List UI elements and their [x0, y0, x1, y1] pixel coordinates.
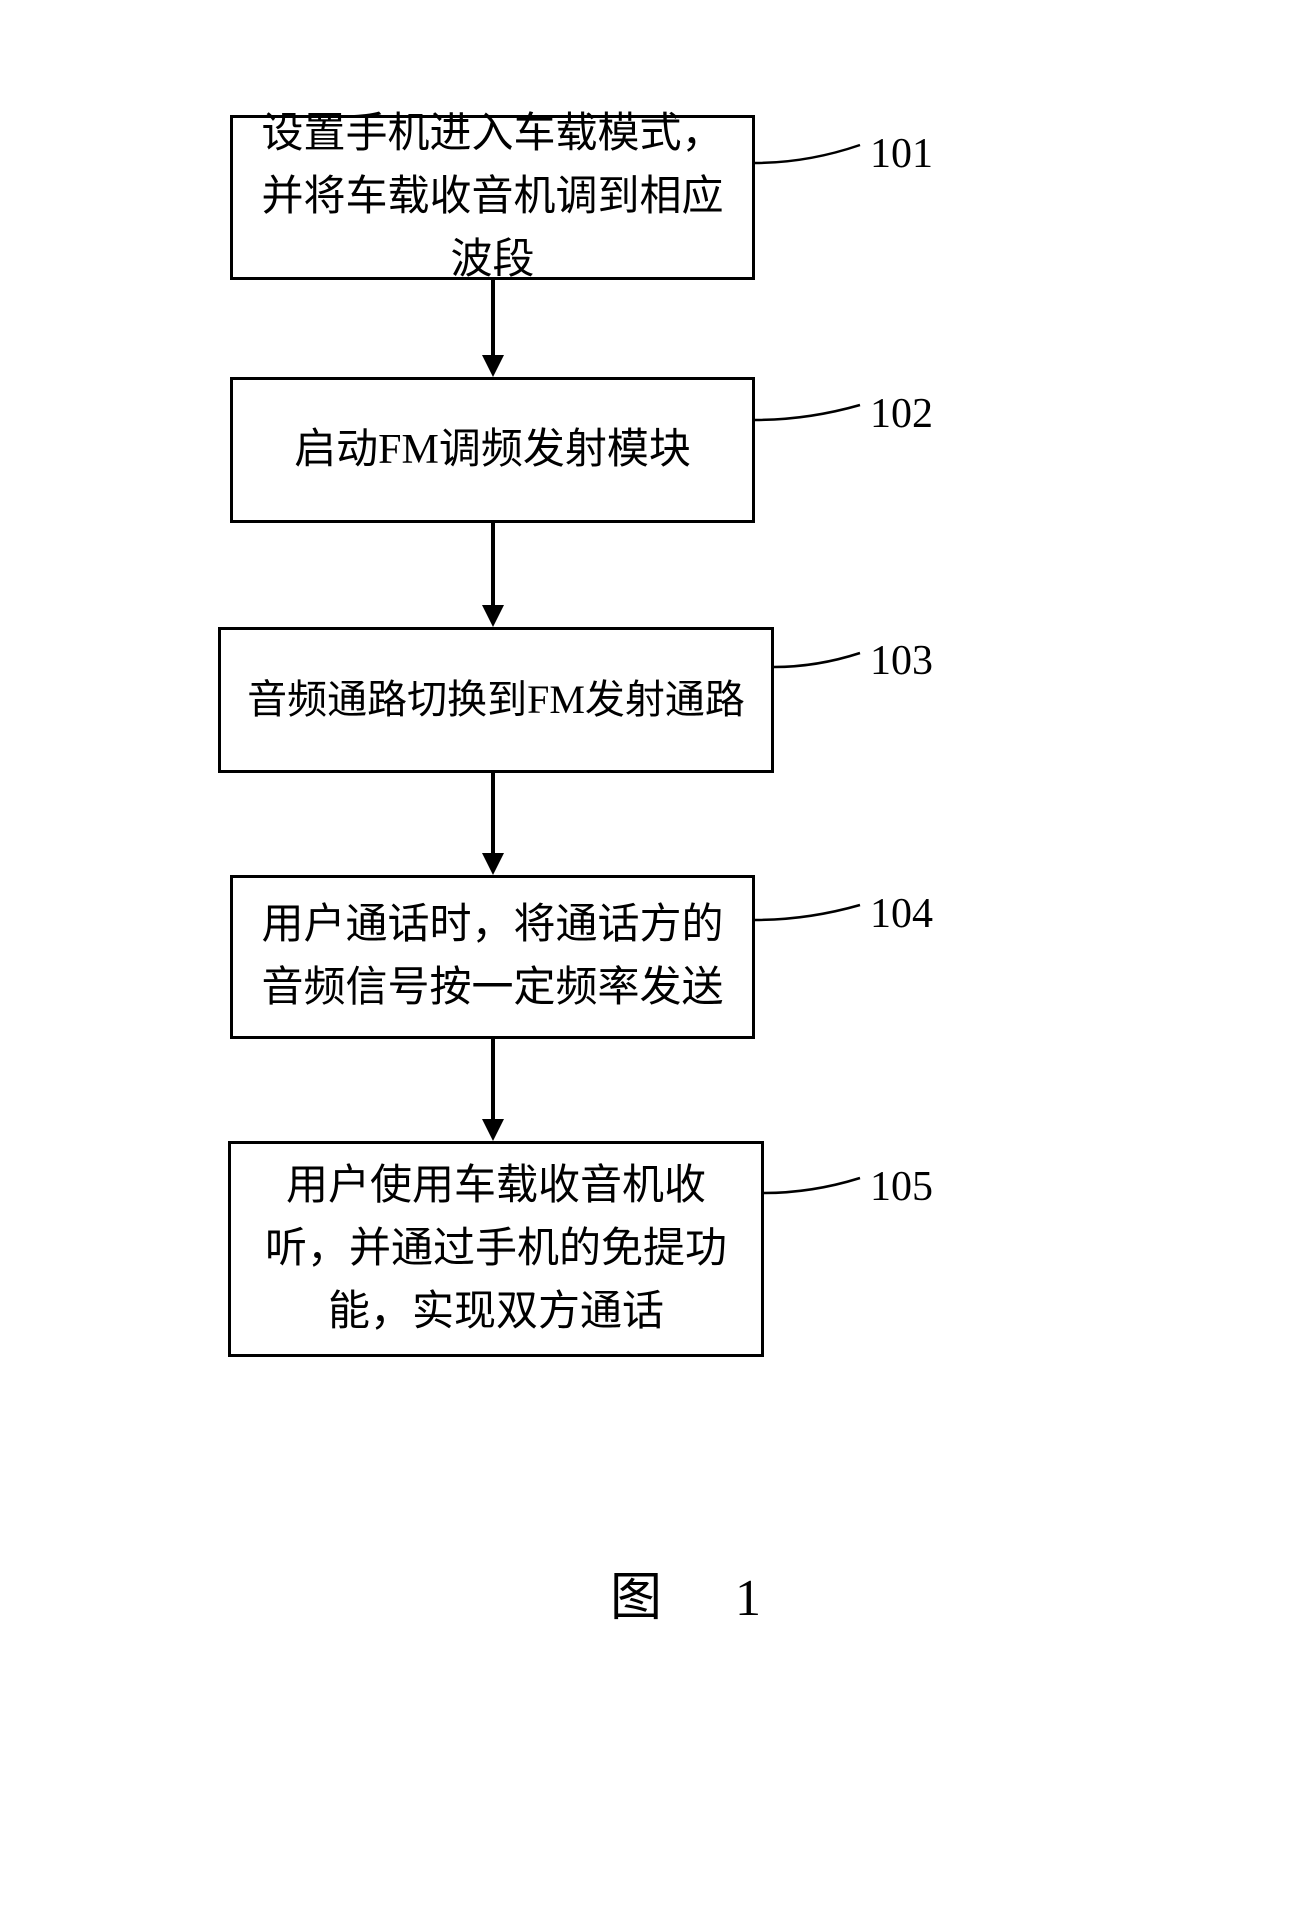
label-connector-105	[230, 115, 1130, 1615]
label-connector-103	[230, 115, 1130, 1615]
label-connector-101	[230, 115, 1130, 1615]
arrow-head-icon	[482, 853, 504, 875]
flow-step-101: 设置手机进入车载模式，并将车载收音机调到相应波段	[230, 115, 755, 280]
flow-arrow-0	[491, 280, 495, 357]
step-label-104: 104	[870, 890, 933, 938]
step-label-103: 103	[870, 637, 933, 685]
label-connector-104	[230, 115, 1130, 1615]
flow-arrow-3	[491, 1039, 495, 1121]
arrow-head-icon	[482, 605, 504, 627]
flow-step-102: 启动FM调频发射模块	[230, 377, 755, 523]
arrow-head-icon	[482, 355, 504, 377]
flow-arrow-1	[491, 523, 495, 607]
flow-step-105: 用户使用车载收音机收听，并通过手机的免提功能，实现双方通话	[228, 1141, 764, 1357]
arrow-head-icon	[482, 1119, 504, 1141]
step-label-105: 105	[870, 1163, 933, 1211]
flow-arrow-2	[491, 773, 495, 855]
flow-step-103: 音频通路切换到FM发射通路	[218, 627, 774, 773]
figure-label: 图 1	[610, 1555, 791, 1630]
step-label-102: 102	[870, 390, 933, 438]
label-connector-102	[230, 115, 1130, 1615]
step-label-101: 101	[870, 130, 933, 178]
flow-step-104: 用户通话时，将通话方的音频信号按一定频率发送	[230, 875, 755, 1039]
